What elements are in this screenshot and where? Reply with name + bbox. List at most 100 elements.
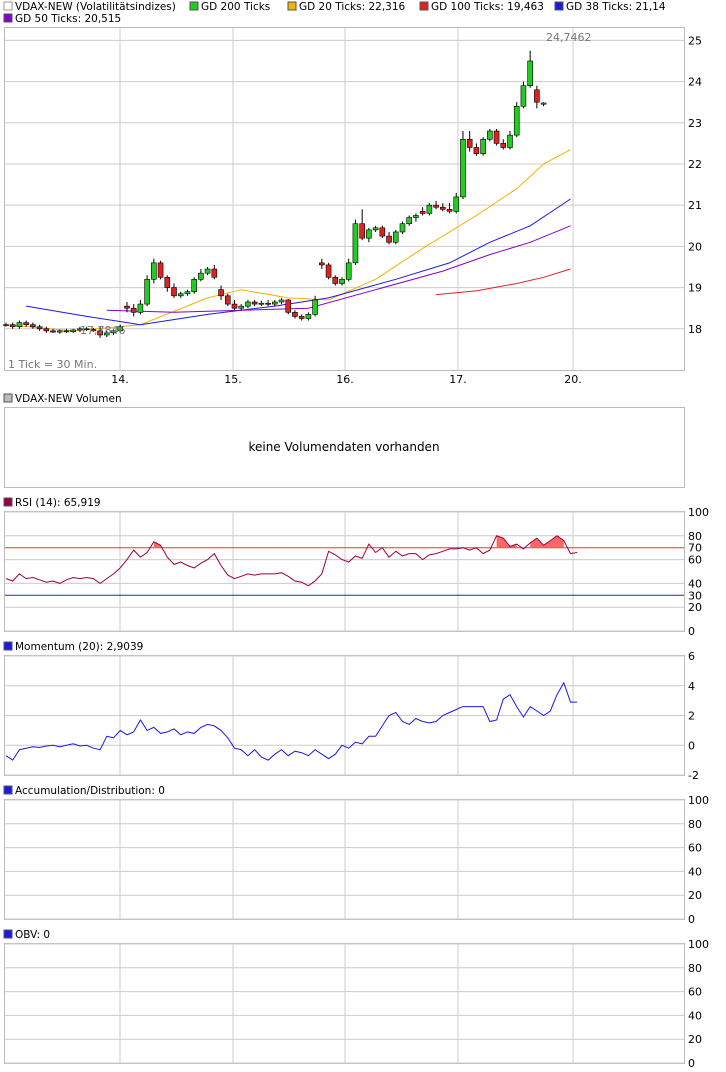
candle-body	[191, 279, 197, 293]
gd100-line	[436, 268, 571, 296]
candle-body	[50, 330, 56, 333]
obv-y-tick: 100	[688, 938, 709, 951]
price-y-tick: 20	[688, 240, 702, 253]
legend-swatch-momentum	[3, 641, 13, 651]
momentum-panel: Momentum (20): 2,9039 6 4 2 0 -2	[3, 641, 699, 782]
momentum-y-tick: 0	[688, 739, 695, 752]
candle-body	[97, 330, 103, 336]
price-y-tick: 22	[688, 158, 702, 171]
candle-body	[285, 299, 292, 313]
obv-y-tick: 20	[688, 1033, 702, 1046]
candle-body	[332, 276, 339, 284]
candle-body	[171, 287, 177, 297]
momentum-grid: 6 4 2 0 -2	[5, 650, 699, 782]
obv-panel: OBV: 0 100 80 60 40 20 0	[3, 929, 709, 1070]
candle-body	[70, 329, 76, 332]
candle-body	[278, 299, 285, 303]
ad-y-tick: 40	[688, 865, 702, 878]
candle-body	[325, 264, 332, 278]
price-y-tick: 19	[688, 282, 702, 295]
candle-body	[419, 211, 426, 214]
candle-body	[493, 130, 500, 144]
candle-body	[312, 299, 318, 315]
price-x-tick: 16.	[336, 373, 354, 386]
volume-panel-frame	[4, 407, 685, 488]
candle-body	[130, 307, 137, 313]
candle-body	[83, 328, 90, 331]
legend-swatch-ad	[3, 785, 13, 795]
price-y-tick: 18	[688, 323, 702, 336]
rsi-legend: RSI (14): 65,919	[15, 497, 101, 509]
obv-legend: OBV: 0	[15, 929, 50, 941]
candle-body	[36, 326, 43, 330]
candle-body	[433, 204, 439, 208]
candle-body	[319, 262, 325, 266]
legend-swatch-volume	[3, 393, 13, 403]
candle-body	[513, 105, 520, 136]
rsi-level-30: 30	[688, 589, 702, 602]
price-y-tick: 24	[688, 76, 702, 89]
candle-body	[231, 303, 238, 309]
candle-body	[345, 262, 352, 280]
candle-body	[534, 89, 540, 103]
obv-y-tick: 60	[688, 986, 702, 999]
candle-body	[540, 102, 547, 105]
candle-body	[298, 316, 305, 319]
rsi-y-tick: 80	[688, 530, 702, 543]
legend-swatch-rsi	[3, 497, 13, 507]
candle-body	[386, 235, 392, 243]
obv-y-tick: 0	[688, 1057, 695, 1070]
volume-panel: VDAX-NEW Volumen keine Volumendaten vorh…	[3, 393, 685, 488]
rsi-y-tick: 20	[688, 601, 702, 614]
legend-gd38: GD 38 Ticks: 21,14	[566, 1, 666, 13]
candle-body	[453, 196, 460, 212]
obv-y-tick: 80	[688, 962, 702, 975]
candle-body	[9, 324, 16, 328]
momentum-content	[5, 681, 578, 761]
candle-body	[56, 330, 63, 333]
rsi-line	[5, 535, 578, 587]
rsi-content: 70 30	[5, 535, 702, 602]
candle-body	[151, 262, 157, 280]
candle-body	[117, 326, 124, 332]
rsi-level-70: 70	[688, 542, 702, 555]
ad-panel: Accumulation/Distribution: 0 100 80 60 40 20…	[3, 785, 709, 926]
legend-swatch-gd200	[189, 1, 199, 11]
candle-body	[245, 301, 251, 307]
candle-body	[211, 268, 218, 278]
obv-y-tick: 40	[688, 1009, 702, 1022]
candle-body	[77, 328, 83, 331]
candle-body	[224, 295, 231, 305]
rsi-overbought-fill	[153, 541, 161, 548]
legend-swatch-gd38	[554, 1, 564, 11]
rsi-overbought-fill	[496, 535, 517, 548]
high-label: 24,7462	[546, 31, 592, 44]
candle-body	[30, 324, 36, 328]
candle-body	[500, 143, 507, 148]
price-x-ticks: 14. 15. 16. 17. 20.	[111, 373, 582, 386]
rsi-overbought-fill	[530, 535, 564, 548]
candle-body	[520, 85, 527, 107]
candle-body	[366, 229, 372, 239]
candle-body	[372, 227, 379, 231]
candle-body	[271, 301, 278, 305]
candles	[3, 50, 547, 338]
candle-body	[473, 147, 480, 154]
ad-legend: Accumulation/Distribution: 0	[15, 785, 165, 797]
rsi-grid: 100 80 60 40 20 0	[5, 506, 709, 638]
moving-average-lines	[5, 149, 571, 332]
rsi-y-tick: 100	[688, 506, 709, 519]
legend-swatch-gd100	[419, 1, 429, 11]
ad-grid: 100 80 60 40 20 0	[5, 794, 709, 926]
rsi-y-tick: 0	[688, 625, 695, 638]
candle-body	[198, 272, 204, 280]
candle-body	[305, 314, 312, 319]
candle-body	[480, 138, 486, 154]
candle-body	[392, 231, 399, 243]
gd38-line	[26, 198, 571, 326]
legend-swatch-obv	[3, 929, 13, 939]
candle-body	[339, 279, 345, 284]
ad-y-tick: 60	[688, 842, 702, 855]
candle-body	[359, 223, 365, 239]
candle-body	[137, 303, 144, 313]
